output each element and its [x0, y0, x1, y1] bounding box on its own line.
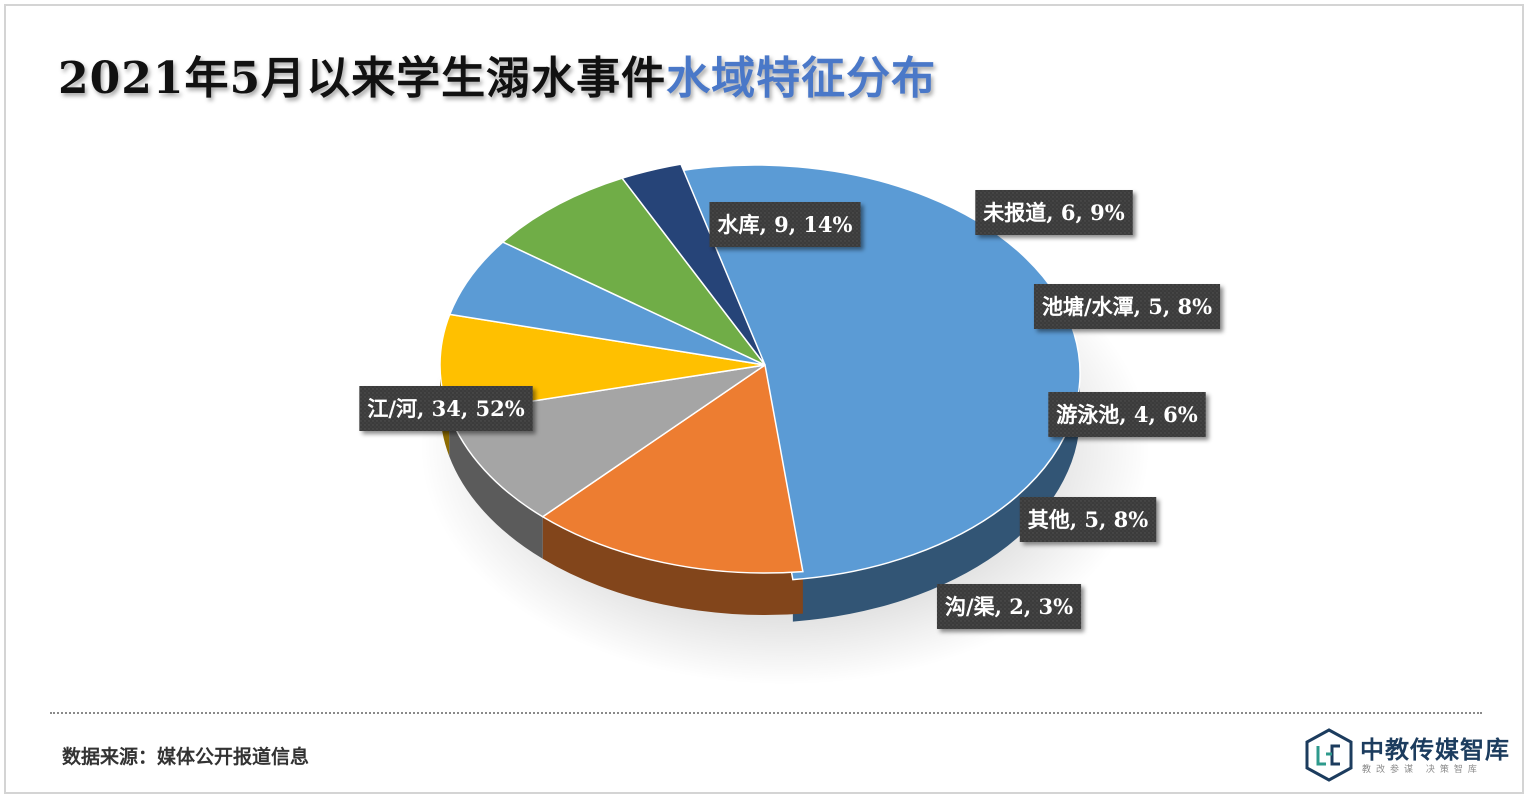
- data-label-text: 沟/渠, 2, 3%: [945, 594, 1073, 619]
- data-label: 江/河, 34, 52%: [359, 386, 533, 431]
- data-label: 沟/渠, 2, 3%: [936, 584, 1082, 629]
- data-label-text: 未报道, 6, 9%: [983, 200, 1124, 225]
- data-label-text: 池塘/水潭, 5, 8%: [1042, 294, 1212, 319]
- data-label-box: [359, 386, 533, 431]
- pie-slice-side: [449, 413, 543, 559]
- data-label-box: [1048, 392, 1206, 437]
- pie-slice-side: [542, 516, 803, 615]
- logo-name: 中教传媒智库: [1360, 736, 1510, 764]
- data-label-text: 水库, 9, 14%: [717, 212, 852, 237]
- chart-title: 2021年5月以来学生溺水事件水域特征分布: [58, 42, 936, 106]
- logo-icon: [1305, 728, 1353, 782]
- logo-slogan: 教改参谋 决策智库: [1362, 765, 1482, 775]
- data-label: 池塘/水潭, 5, 8%: [1033, 284, 1221, 329]
- data-label: 游泳池, 4, 6%: [1048, 392, 1206, 437]
- data-label-text: 其他, 5, 8%: [1028, 507, 1148, 532]
- title-highlight: 水域特征分布: [666, 53, 937, 104]
- data-label-box: [1033, 284, 1221, 329]
- data-label-box: [1019, 497, 1157, 542]
- data-label: 水库, 9, 14%: [709, 202, 861, 247]
- data-label-box: [709, 202, 861, 247]
- pie-slice: [620, 163, 766, 366]
- pie-slice: [669, 164, 1081, 581]
- data-label: 未报道, 6, 9%: [975, 190, 1133, 235]
- data-label-box: [975, 190, 1133, 235]
- data-label-text: 江/河, 34, 52%: [367, 396, 524, 421]
- title-main: 2021年5月以来学生溺水事件: [58, 53, 667, 104]
- brand-logo: 中教传媒智库 教改参谋 决策智库: [1304, 724, 1509, 786]
- pie-slice: [501, 177, 766, 366]
- data-label-text: 游泳池, 4, 6%: [1056, 402, 1197, 427]
- data-label: 其他, 5, 8%: [1019, 497, 1157, 542]
- data-source-note: 数据来源：媒体公开报道信息: [62, 746, 310, 768]
- pie-slice: [541, 363, 804, 574]
- data-label-box: [936, 584, 1082, 629]
- footer-divider: [50, 712, 1482, 714]
- pie-slice: [448, 241, 766, 366]
